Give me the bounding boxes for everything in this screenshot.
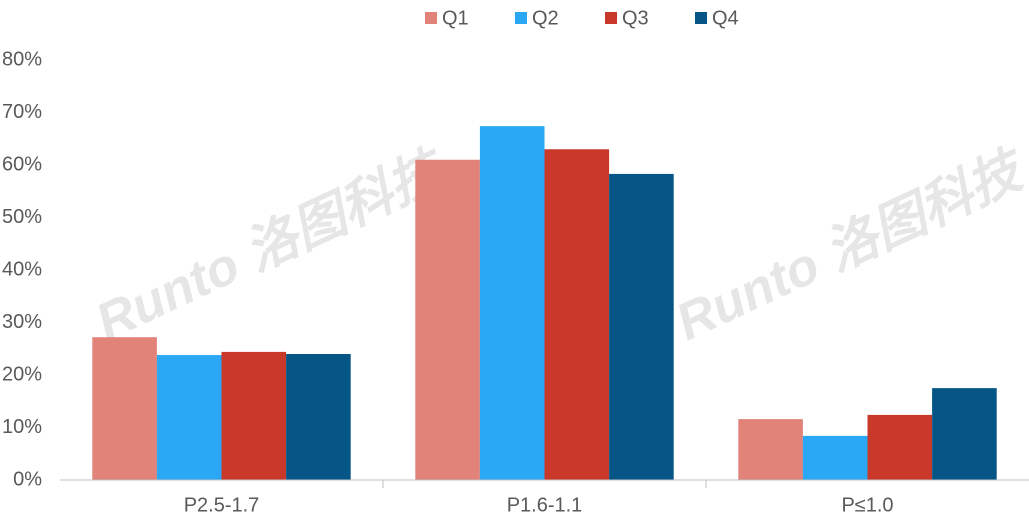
y-tick-label: 60% [2, 153, 42, 175]
bar [738, 419, 803, 480]
bar [932, 388, 997, 480]
legend-label: Q3 [622, 7, 649, 29]
bar [92, 337, 157, 480]
bar [415, 159, 480, 480]
bar [609, 173, 674, 481]
y-tick-label: 50% [2, 206, 42, 228]
x-tick-label: P2.5-1.7 [184, 494, 260, 516]
bar [544, 149, 610, 480]
y-tick-label: 40% [2, 258, 42, 280]
watermark: Runto 洛图科技 [668, 139, 1029, 352]
legend-label: Q1 [442, 7, 469, 29]
bar [286, 354, 351, 480]
legend-swatch [695, 12, 707, 24]
legend-label: Q2 [532, 7, 559, 29]
watermark: Runto 洛图科技 [88, 139, 457, 352]
bar [802, 435, 868, 480]
y-tick-label: 20% [2, 363, 42, 385]
bar [221, 351, 287, 480]
legend-label: Q4 [712, 7, 739, 29]
y-tick-label: 80% [2, 48, 42, 70]
y-tick-label: 70% [2, 101, 42, 123]
x-tick-label: P1.6-1.1 [507, 494, 583, 516]
legend-swatch [515, 12, 527, 24]
y-tick-label: 0% [13, 468, 42, 490]
y-tick-label: 10% [2, 416, 42, 438]
bar [867, 414, 933, 480]
legend-swatch [605, 12, 617, 24]
legend-swatch [425, 12, 437, 24]
bar [156, 355, 222, 480]
x-tick-label: P≤1.0 [841, 494, 893, 516]
y-tick-label: 30% [2, 311, 42, 333]
bar [479, 126, 545, 481]
